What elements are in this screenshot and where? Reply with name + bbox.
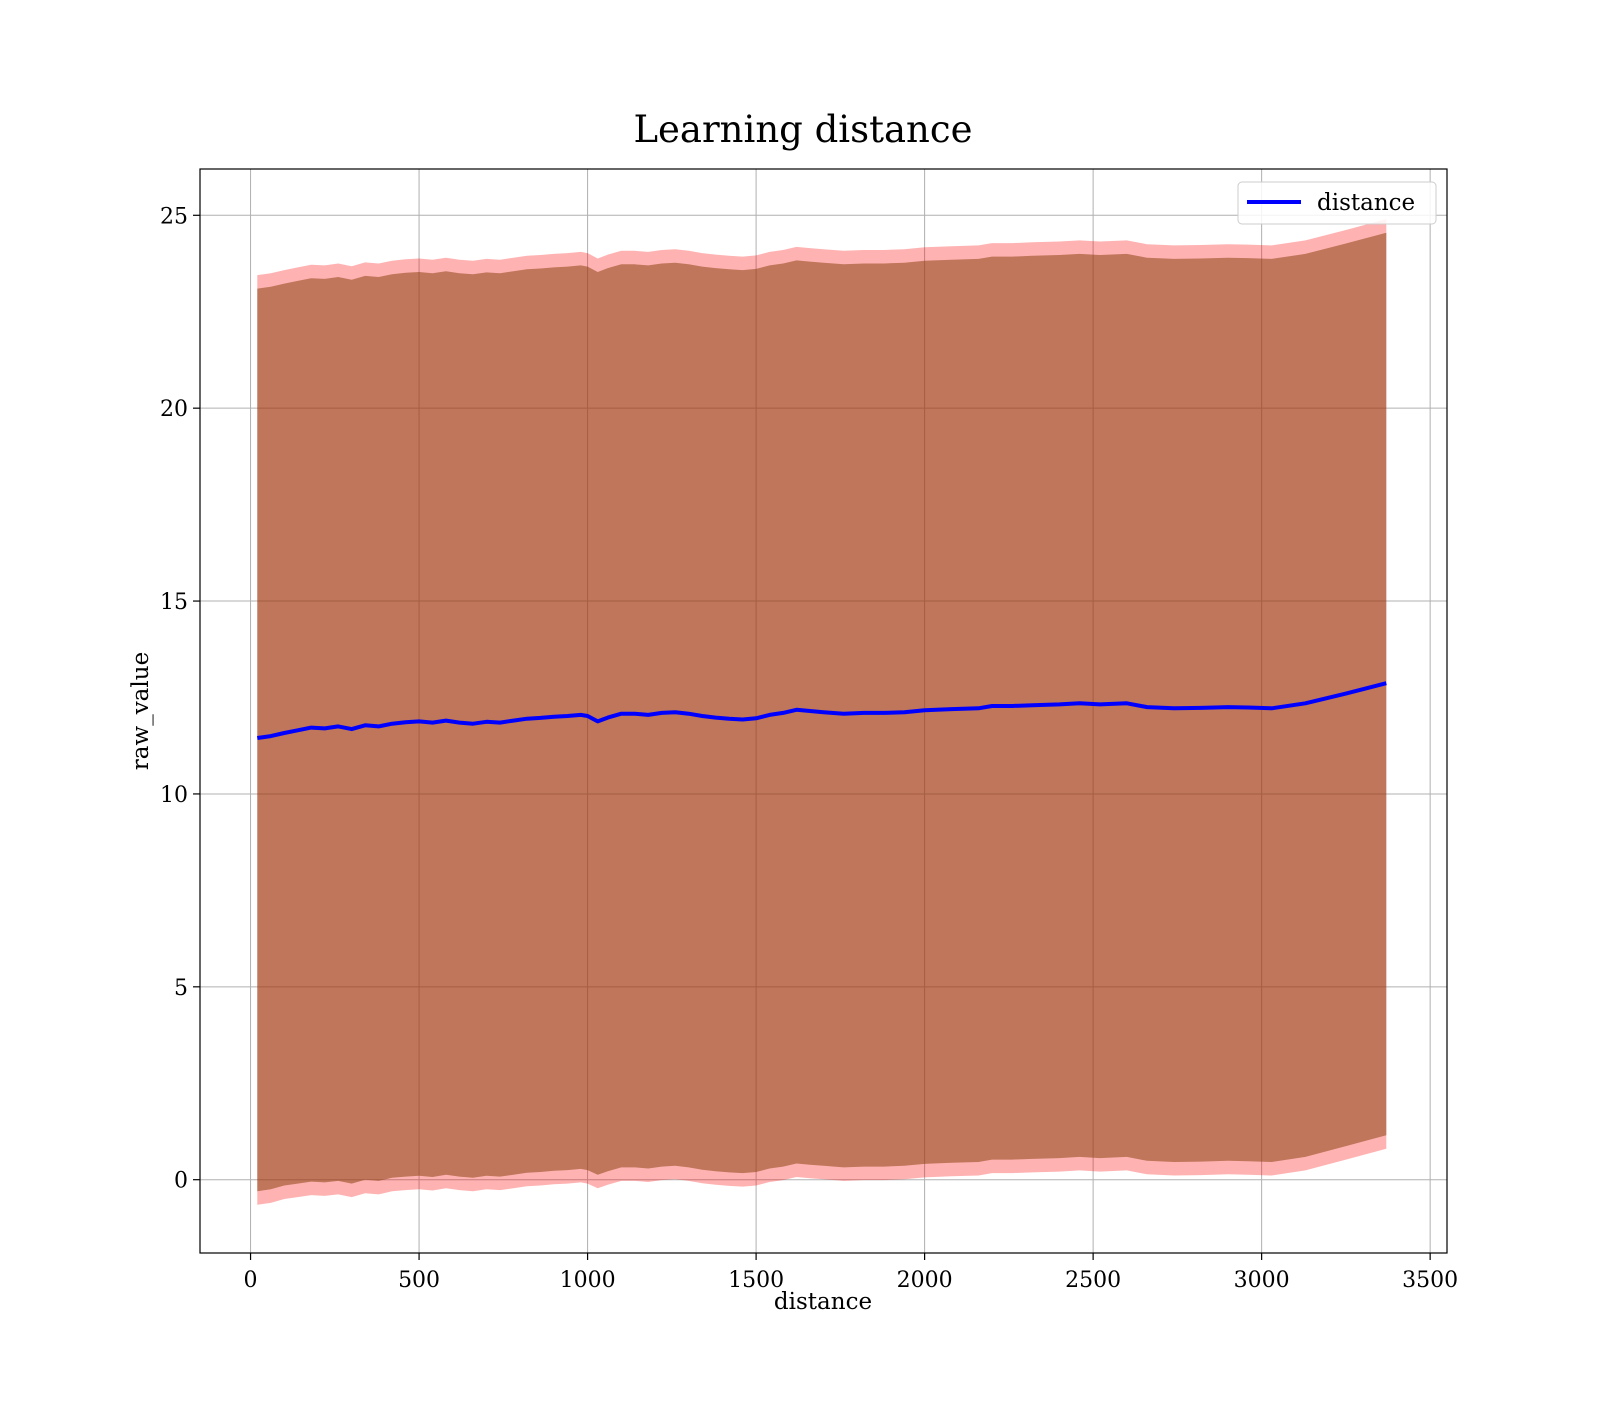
x-tick-label: 3500 [1402,1268,1458,1293]
x-tick-label: 3000 [1234,1268,1290,1293]
x-tick-label: 500 [398,1268,440,1293]
y-axis-label: raw_value [128,652,154,770]
plot-frame [199,168,1448,1254]
legend-box [1237,181,1437,225]
x-tick-label: 1500 [728,1268,784,1293]
x-tick-label: 1000 [560,1268,616,1293]
x-tick-label: 2500 [1065,1268,1121,1293]
series-lines [257,681,1387,740]
y-tick-label: 5 [174,976,188,1001]
axis-ticks: 0 500 1000 1500 2000 2500 3000 3500 0 5 10 15 20 25 [160,204,1458,1293]
y-tick-label: 25 [160,204,188,229]
legend: distance [1237,181,1437,225]
y-tick-label: 20 [160,397,188,422]
y-tick-label: 10 [160,783,188,808]
series-line-distance [257,681,1387,740]
x-tick-label: 0 [244,1268,258,1293]
y-tick-label: 15 [160,590,188,615]
legend-label-distance: distance [1317,190,1415,216]
y-tick-label: 0 [174,1169,188,1194]
x-axis-label: distance [774,1289,872,1315]
x-tick-label: 2000 [897,1268,953,1293]
chart-title: Learning distance [633,108,972,151]
